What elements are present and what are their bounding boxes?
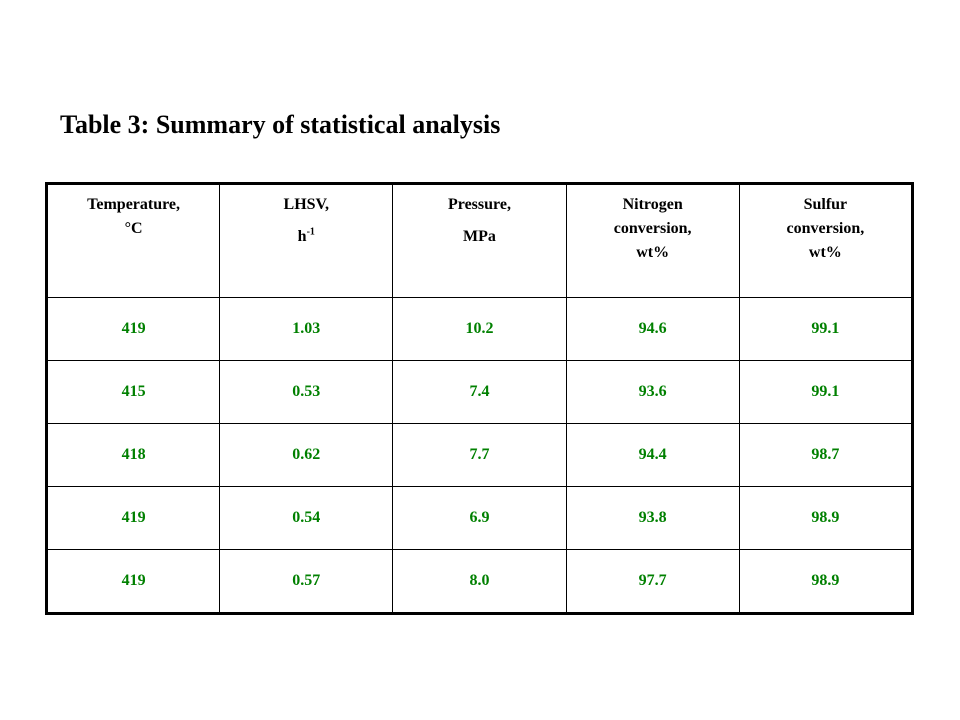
table-row: 419 0.54 6.9 93.8 98.9 <box>45 486 914 550</box>
cell-temperature: 418 <box>45 423 221 487</box>
cell-sulfur-conversion: 99.1 <box>738 297 914 361</box>
statistics-table: Temperature, °C LHSV, h-1 Pressure, MPa … <box>45 182 914 615</box>
header-sulfur-line3: wt% <box>808 244 842 261</box>
header-nitrogen-line2: conversion, <box>613 220 692 237</box>
cell-lhsv: 0.62 <box>219 423 394 487</box>
cell-temperature: 415 <box>45 360 221 424</box>
cell-sulfur-conversion: 98.9 <box>738 486 914 550</box>
cell-pressure: 8.0 <box>392 549 567 614</box>
header-temperature: Temperature, °C <box>45 183 221 298</box>
header-sulfur-line2: conversion, <box>786 220 865 237</box>
table-row: 418 0.62 7.7 94.4 98.7 <box>45 423 914 487</box>
header-temperature-unit: °C <box>124 220 143 237</box>
cell-nitrogen-conversion: 94.6 <box>565 297 740 361</box>
header-lhsv: LHSV, h-1 <box>219 183 394 298</box>
header-lhsv-unit-exponent: -1 <box>306 226 315 238</box>
table-row: 415 0.53 7.4 93.6 99.1 <box>45 360 914 424</box>
page-title: Table 3: Summary of statistical analysis <box>60 110 501 139</box>
cell-nitrogen-conversion: 94.4 <box>565 423 740 487</box>
cell-sulfur-conversion: 98.9 <box>738 549 914 614</box>
cell-sulfur-conversion: 99.1 <box>738 360 914 424</box>
cell-nitrogen-conversion: 97.7 <box>565 549 740 614</box>
header-lhsv-unit: h-1 <box>224 225 388 249</box>
cell-nitrogen-conversion: 93.8 <box>565 486 740 550</box>
cell-nitrogen-conversion: 93.6 <box>565 360 740 424</box>
header-nitrogen-conversion: Nitrogen conversion, wt% <box>565 183 740 298</box>
header-nitrogen-line1: Nitrogen <box>622 196 683 213</box>
header-pressure: Pressure, MPa <box>392 183 567 298</box>
cell-temperature: 419 <box>45 297 221 361</box>
cell-pressure: 7.7 <box>392 423 567 487</box>
cell-pressure: 10.2 <box>392 297 567 361</box>
header-pressure-label: Pressure, <box>447 196 511 213</box>
cell-temperature: 419 <box>45 549 221 614</box>
table-header-row: Temperature, °C LHSV, h-1 Pressure, MPa … <box>45 183 914 298</box>
header-pressure-unit: MPa <box>463 228 496 245</box>
header-lhsv-label: LHSV, <box>283 196 330 213</box>
cell-lhsv: 0.54 <box>219 486 394 550</box>
header-sulfur-conversion: Sulfur conversion, wt% <box>738 183 914 298</box>
cell-temperature: 419 <box>45 486 221 550</box>
cell-lhsv: 0.53 <box>219 360 394 424</box>
cell-sulfur-conversion: 98.7 <box>738 423 914 487</box>
cell-pressure: 6.9 <box>392 486 567 550</box>
table-row: 419 1.03 10.2 94.6 99.1 <box>45 297 914 361</box>
cell-pressure: 7.4 <box>392 360 567 424</box>
table-row: 419 0.57 8.0 97.7 98.9 <box>45 549 914 614</box>
header-sulfur-line1: Sulfur <box>803 196 848 213</box>
header-temperature-label: Temperature, <box>87 196 181 213</box>
header-lhsv-unit-base: h <box>297 228 307 245</box>
cell-lhsv: 0.57 <box>219 549 394 614</box>
cell-lhsv: 1.03 <box>219 297 394 361</box>
header-nitrogen-line3: wt% <box>636 244 670 261</box>
